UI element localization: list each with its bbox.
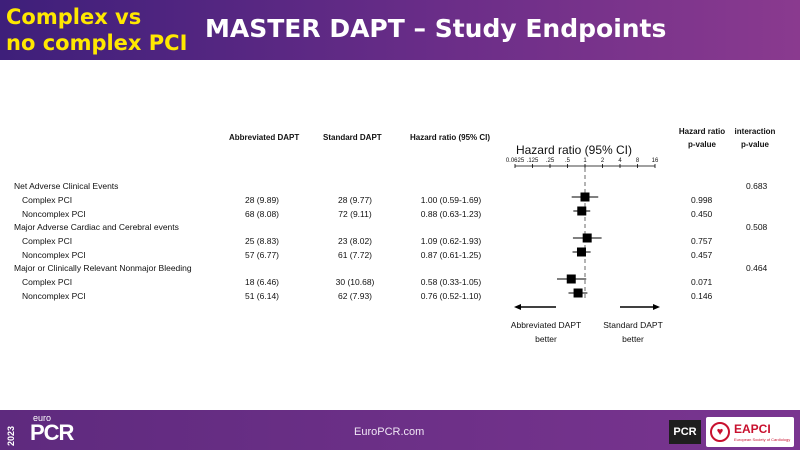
hr-cell: 1.00 (0.59-1.69) xyxy=(420,195,482,205)
row-label: Noncomplex PCI xyxy=(22,291,86,301)
right-label-line1: Standard DAPT xyxy=(603,320,663,330)
x-tick-label: .5 xyxy=(565,158,571,164)
col-int-p: interaction p-value xyxy=(732,127,778,149)
p-cell: 0.146 xyxy=(691,291,713,301)
x-tick-label: 0.0625 xyxy=(506,158,525,164)
heart-icon: ♥ xyxy=(710,422,730,442)
abbreviated-cell: 51 (6.14) xyxy=(244,291,280,301)
slide-title: MASTER DAPT – Study Endpoints xyxy=(205,14,667,43)
x-tick-label: 8 xyxy=(636,158,640,164)
subgroup-tag: Complex vs no complex PCI xyxy=(6,4,187,56)
col-int-p-line2: p-value xyxy=(740,140,769,149)
tag-line-1: Complex vs xyxy=(6,5,142,29)
logo-euro: euro xyxy=(33,413,52,423)
col-hr-p-line2: p-value xyxy=(687,140,716,149)
row-label: Complex PCI xyxy=(22,195,73,205)
left-label-line2: better xyxy=(535,334,557,344)
endpoint-name: Net Adverse Clinical Events xyxy=(14,181,119,191)
standard-cell: 62 (7.93) xyxy=(337,291,373,301)
standard-cell: 61 (7.72) xyxy=(337,250,373,260)
p-cell: 0.457 xyxy=(691,250,713,260)
abbreviated-cell: 68 (8.08) xyxy=(244,209,280,219)
hr-marker xyxy=(582,233,592,243)
col-hr: Hazard ratio (95% CI) xyxy=(410,133,491,142)
abbreviated-cell: 18 (6.46) xyxy=(244,277,280,287)
interaction-p: 0.508 xyxy=(746,222,768,232)
p-cell: 0.450 xyxy=(691,209,713,219)
abbreviated-cell: 57 (6.77) xyxy=(244,250,280,260)
footer-bar xyxy=(0,410,800,450)
col-hr-p-line1: Hazard ratio xyxy=(678,127,726,136)
x-tick-label: 16 xyxy=(652,158,659,164)
row-label: Noncomplex PCI xyxy=(22,250,86,260)
p-cell: 0.071 xyxy=(691,277,713,287)
hr-cell: 0.87 (0.61-1.25) xyxy=(420,250,482,260)
x-tick-label: .125 xyxy=(527,158,539,164)
hr-marker xyxy=(566,274,576,284)
col-abbreviated: Abbreviated DAPT xyxy=(229,133,300,142)
hr-cell: 0.58 (0.33-1.05) xyxy=(420,277,482,287)
standard-cell: 30 (10.68) xyxy=(335,277,375,287)
left-label-line1: Abbreviated DAPT xyxy=(511,320,581,330)
pcr-logo: PCR xyxy=(669,420,701,444)
data-points xyxy=(557,192,602,298)
eapci-text: EAPCI xyxy=(734,422,771,436)
right-direction-arrow xyxy=(620,304,660,310)
abbreviated-cell: 28 (9.89) xyxy=(244,195,280,205)
row-label: Noncomplex PCI xyxy=(22,209,86,219)
abbreviated-cell: 25 (8.83) xyxy=(244,236,280,246)
left-direction-arrow xyxy=(514,304,556,310)
eapci-logo: ♥ EAPCI European Society of Cardiology xyxy=(706,417,794,447)
standard-cell: 72 (9.11) xyxy=(338,209,372,219)
p-cell: 0.998 xyxy=(691,195,713,205)
logo-year: 2023 xyxy=(6,425,16,446)
hr-cell: 0.76 (0.52-1.10) xyxy=(420,291,482,301)
row-label: Complex PCI xyxy=(22,236,73,246)
x-tick-label: .25 xyxy=(546,158,555,164)
interaction-p: 0.683 xyxy=(746,181,768,191)
hr-cell: 0.88 (0.63-1.23) xyxy=(420,209,482,219)
interaction-p: 0.464 xyxy=(746,263,768,273)
tag-line-2: no complex PCI xyxy=(6,31,188,55)
hr-marker xyxy=(576,247,586,257)
x-axis: 0.0625.125 .25 .5 1 2 4 8 16 xyxy=(506,158,659,300)
x-tick-label: 1 xyxy=(583,158,587,164)
row-label: Complex PCI xyxy=(22,277,73,287)
chart-title: Hazard ratio (95% CI) xyxy=(516,143,632,157)
hr-cell: 1.09 (0.62-1.93) xyxy=(420,236,482,246)
hr-marker xyxy=(573,288,583,298)
standard-cell: 23 (8.02) xyxy=(337,236,373,246)
hr-marker xyxy=(580,192,590,202)
eapci-subtext: European Society of Cardiology xyxy=(734,437,791,442)
col-hr-p: Hazard ratio p-value xyxy=(678,127,726,149)
standard-cell: 28 (9.77) xyxy=(337,195,373,205)
europcr-logo: PCR xyxy=(30,420,74,445)
endpoint-name: Major or Clinically Relevant Nonmajor Bl… xyxy=(14,263,192,273)
col-standard: Standard DAPT xyxy=(323,133,382,142)
endpoint-name: Major Adverse Cardiac and Cerebral event… xyxy=(14,222,179,232)
x-tick-label: 4 xyxy=(618,158,622,164)
x-tick-label: 2 xyxy=(601,158,605,164)
p-cell: 0.757 xyxy=(691,236,713,246)
right-label-line2: better xyxy=(622,334,644,344)
hr-marker xyxy=(577,206,587,216)
header-bar: Complex vs no complex PCI MASTER DAPT – … xyxy=(0,0,800,60)
site-link[interactable]: EuroPCR.com xyxy=(354,426,425,438)
col-int-p-line1: interaction xyxy=(734,127,776,136)
